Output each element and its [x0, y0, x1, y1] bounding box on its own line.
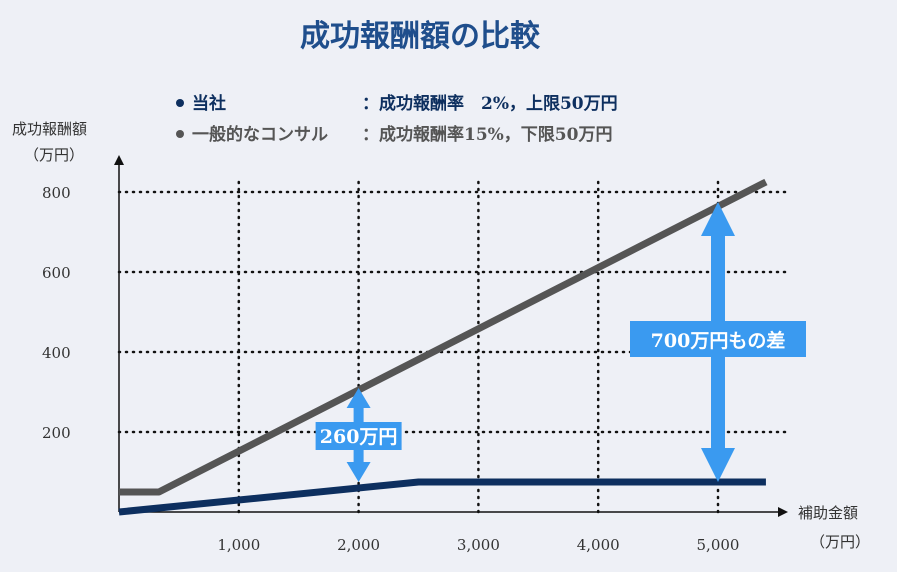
x-axis-unit: （万円） [810, 533, 870, 551]
x-tick-label: 5,000 [697, 536, 740, 554]
axes [114, 155, 788, 517]
series [118, 178, 768, 516]
legend: 当社 ：成功報酬率 2%，上限50万円 一般的なコンサル ：成功報酬率15%，下… [176, 93, 618, 145]
series-line-general [119, 178, 768, 496]
series-line-ours [118, 478, 766, 516]
ticks: 1,000 2,000 3,000 4,000 5,000 200 400 600 800 [42, 184, 739, 554]
y-tick-label: 800 [42, 184, 71, 202]
x-tick-label: 2,000 [337, 536, 380, 554]
y-tick-label: 600 [42, 264, 71, 282]
x-tick-label: 4,000 [577, 536, 620, 554]
callout-label-large: 700万円もの差 [651, 329, 786, 352]
legend-bullet-ours [176, 99, 184, 107]
legend-desc-ours: ：成功報酬率 2%，上限50万円 [362, 93, 618, 114]
legend-name-general: 一般的なコンサル [192, 124, 328, 145]
y-tick-label: 200 [42, 424, 71, 442]
legend-desc-general: ：成功報酬率15%，下限50万円 [362, 124, 612, 145]
y-tick-label: 400 [42, 344, 71, 362]
callout-box-large [630, 321, 806, 357]
y-axis-arrow [114, 155, 124, 165]
y-axis-label: 成功報酬額 [12, 120, 87, 138]
x-axis-label: 補助金額 [798, 504, 858, 522]
x-axis-arrow [778, 507, 788, 517]
legend-name-ours: 当社 [192, 93, 226, 114]
chart-title: 成功報酬額の比較 [300, 19, 541, 54]
callout-label-small: 260万円 [320, 426, 398, 448]
callout-box-small [315, 422, 402, 450]
x-tick-label: 1,000 [217, 536, 260, 554]
annotations: 260万円 700万円もの差 [315, 202, 806, 482]
x-tick-label: 3,000 [457, 536, 500, 554]
legend-bullet-general [176, 130, 184, 138]
y-axis-unit: （万円） [24, 146, 84, 164]
